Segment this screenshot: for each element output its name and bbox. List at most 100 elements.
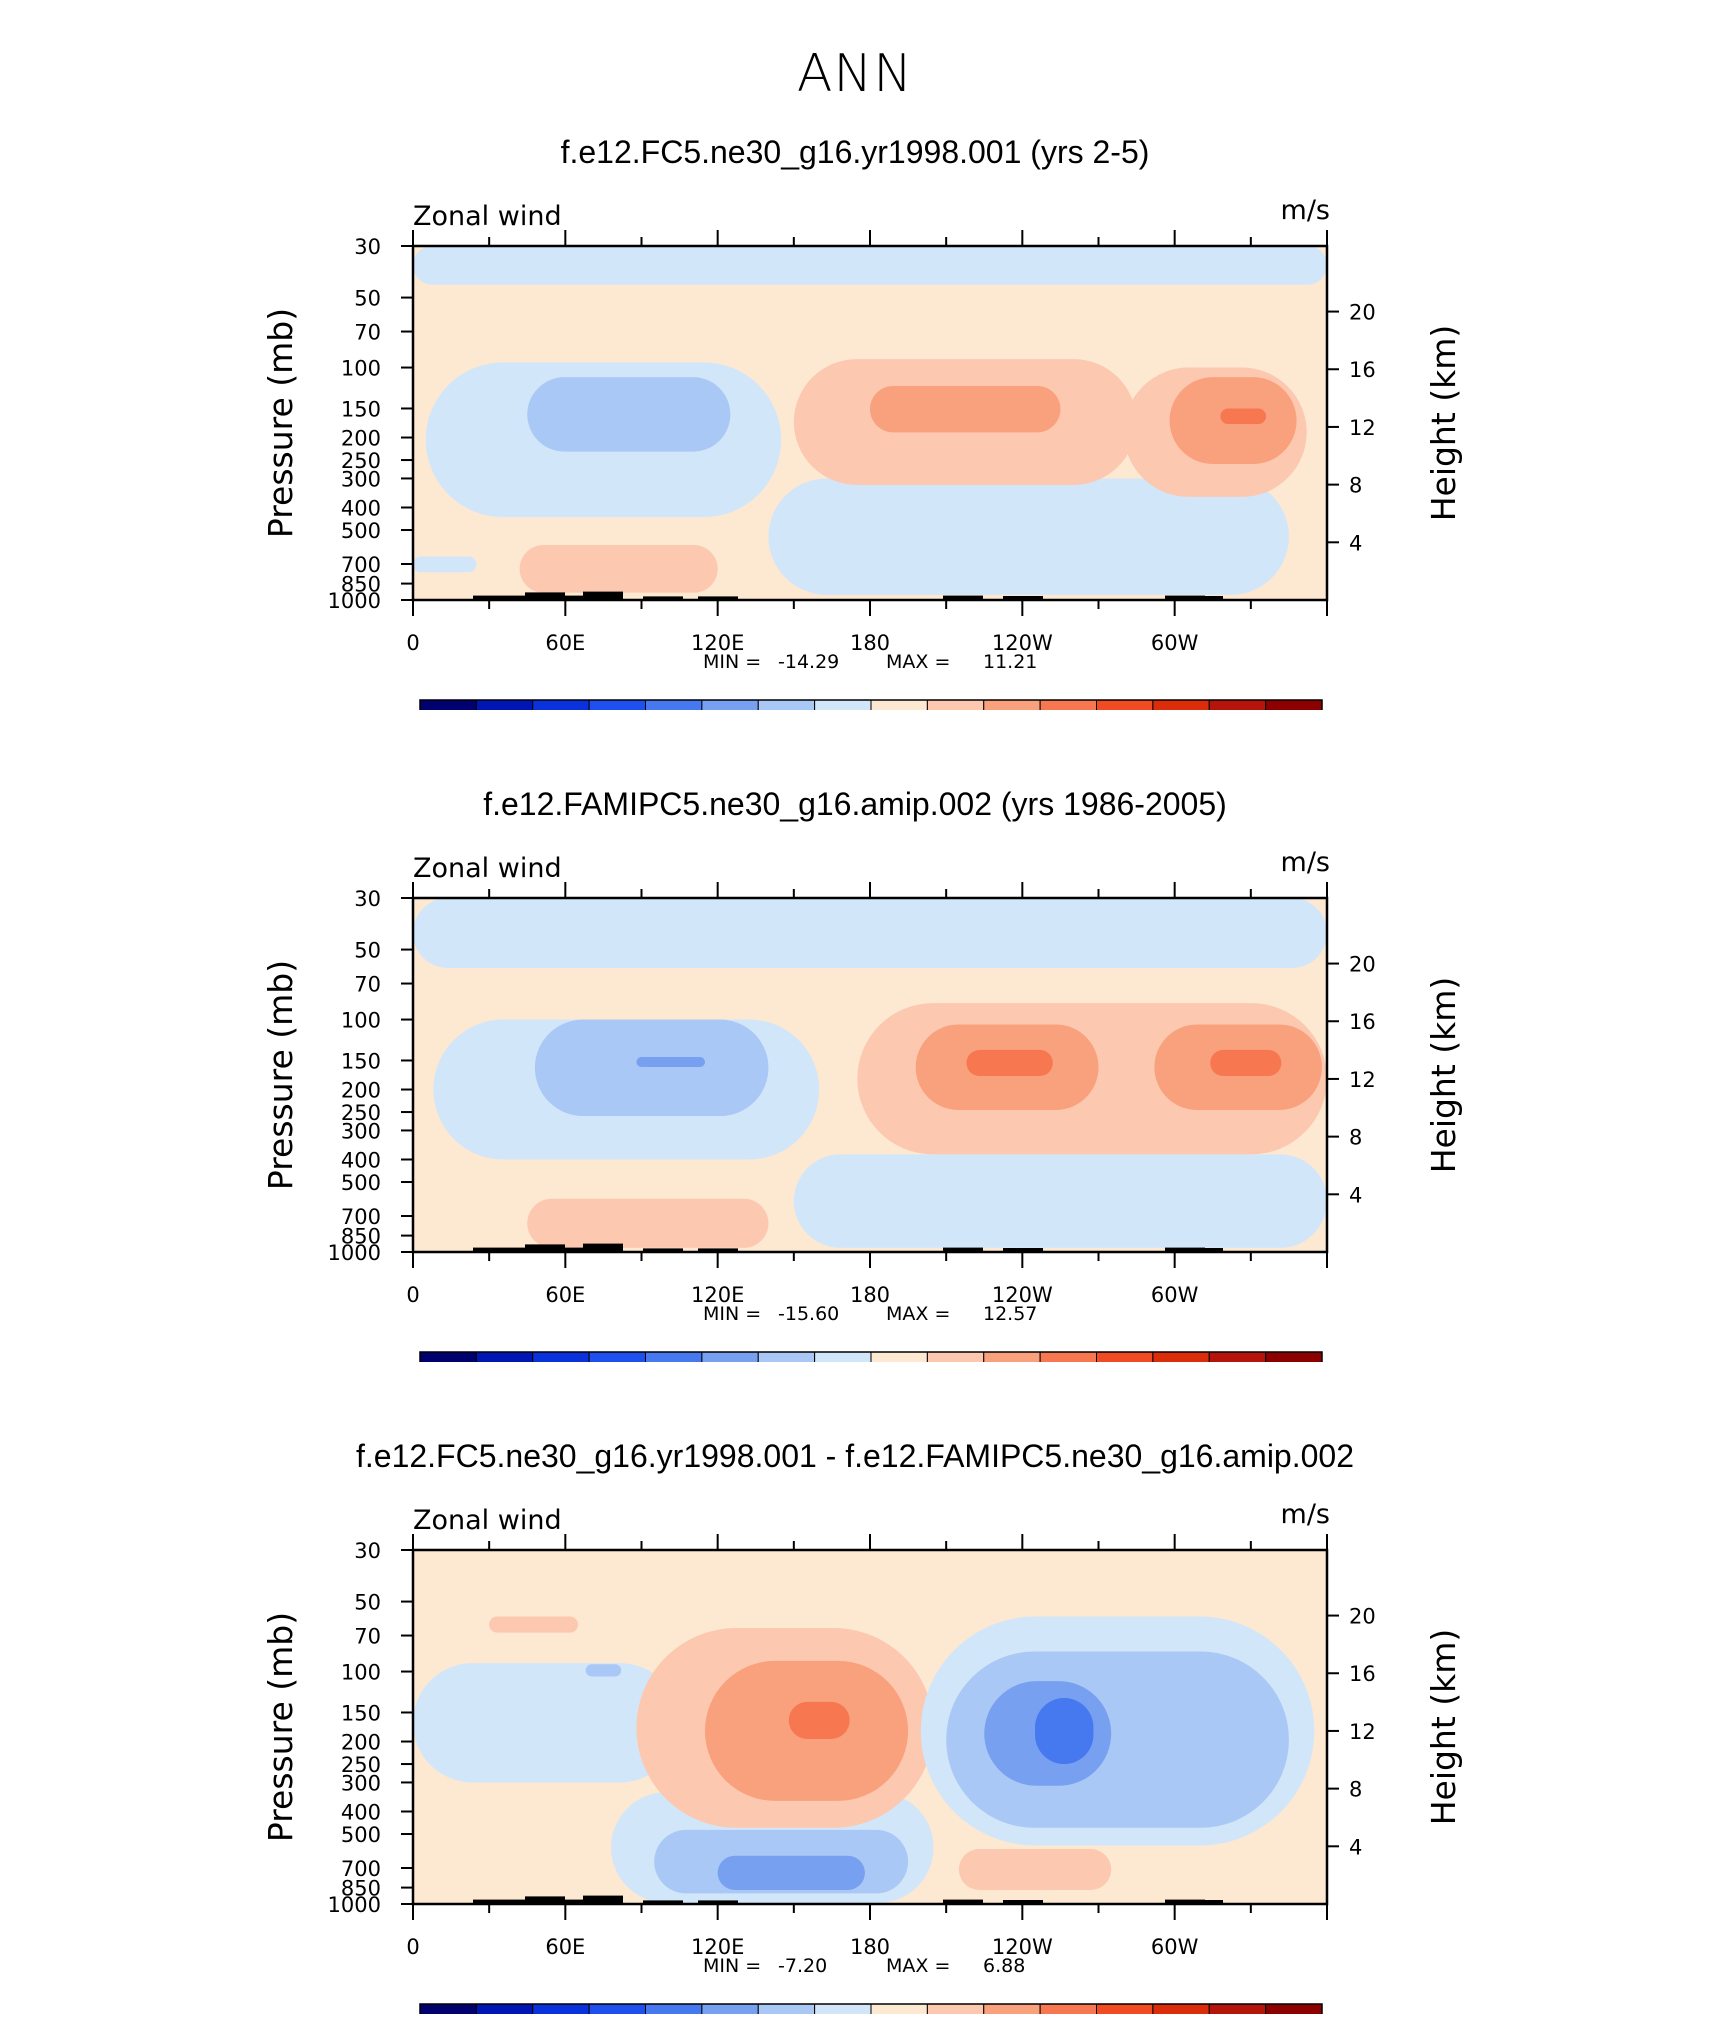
x-tick-label: 0	[406, 631, 419, 655]
contour-region	[793, 1154, 1327, 1248]
terrain-block	[1003, 1900, 1043, 1904]
contour-region	[585, 1664, 622, 1677]
contour-region	[966, 1049, 1053, 1077]
colorbar-swatch	[926, 1351, 985, 1362]
contour-region	[413, 556, 477, 573]
y-tick-label: 850	[341, 573, 381, 597]
x-tick-label: 120W	[992, 1283, 1053, 1307]
y2-tick-label: 4	[1349, 531, 1362, 555]
y-tick-label: 1000	[328, 1893, 381, 1917]
y-tick-label: 500	[341, 519, 381, 543]
contour-region	[958, 1849, 1112, 1890]
contour-region	[527, 1198, 769, 1248]
min-value: -15.60	[778, 1303, 839, 1325]
terrain-block	[473, 1899, 513, 1904]
y-tick-label: 200	[341, 427, 381, 451]
colorbar-swatch	[814, 2003, 872, 2014]
max-label: MAX =	[886, 651, 950, 673]
y-tick-label: 100	[341, 1661, 381, 1685]
colorbar-frame	[419, 1351, 1323, 1362]
x-tick-label: 60E	[545, 1283, 585, 1307]
y-tick-label: 300	[341, 1771, 381, 1795]
colorbar-swatch	[475, 2003, 534, 2014]
colorbar-swatch	[701, 1351, 759, 1362]
panel-title-2: f.e12.FAMIPC5.ne30_g16.amip.002 (yrs 198…	[483, 786, 1227, 822]
y-tick-label: 30	[354, 1539, 381, 1563]
min-label: MIN =	[703, 651, 761, 673]
colorbar-frame	[419, 2003, 1323, 2014]
y-tick-label: 700	[341, 1857, 381, 1881]
y-tick-label: 250	[341, 1101, 381, 1125]
terrain-block	[698, 1248, 738, 1252]
colorbar-swatch	[1265, 1351, 1323, 1362]
colorbar-swatch	[814, 699, 872, 710]
colorbar-swatch	[1152, 2003, 1210, 2014]
terrain-block	[1003, 596, 1043, 600]
colorbar-swatch	[588, 1351, 646, 1362]
y2-tick-label: 16	[1349, 358, 1376, 382]
x-tick-label: 120W	[992, 1935, 1053, 1959]
y-tick-label: 50	[354, 287, 381, 311]
colorbar-swatch	[1039, 699, 1097, 710]
terrain-block	[943, 1899, 983, 1904]
min-label: MIN =	[703, 1955, 761, 1977]
colorbar-swatch	[814, 1351, 872, 1362]
contour-region	[788, 1701, 850, 1739]
colorbar-swatch	[983, 2003, 1041, 2014]
terrain-block	[525, 1244, 565, 1252]
colorbar-swatch	[588, 699, 646, 710]
contour-region	[1220, 408, 1267, 425]
max-value: 12.57	[983, 1303, 1037, 1325]
colorbar-swatch	[1208, 699, 1267, 710]
contour-region	[636, 1057, 705, 1067]
y2-axis-label: Height (km)	[1424, 325, 1463, 522]
colorbar-swatch	[1096, 2003, 1154, 2014]
contour-region	[527, 377, 731, 452]
terrain-block	[583, 1243, 623, 1252]
colorbar-swatch	[757, 699, 816, 710]
colorbar-swatch	[1265, 699, 1323, 710]
x-tick-label: 60W	[1151, 631, 1199, 655]
y2-tick-label: 4	[1349, 1183, 1362, 1207]
x-tick-label: 120E	[691, 631, 744, 655]
colorbar-swatch	[475, 699, 534, 710]
y2-axis-label: Height (km)	[1424, 977, 1463, 1174]
colorbar-swatch	[757, 1351, 816, 1362]
colorbar-swatch	[757, 2003, 816, 2014]
y-tick-label: 500	[341, 1823, 381, 1847]
x-tick-label: 120E	[691, 1935, 744, 1959]
contour-region	[413, 246, 1327, 285]
terrain-block	[943, 1247, 983, 1252]
y-tick-label: 400	[341, 1800, 381, 1824]
contour-region	[768, 478, 1289, 595]
colorbar-swatch	[870, 2003, 928, 2014]
y-tick-label: 200	[341, 1731, 381, 1755]
y2-tick-label: 12	[1349, 416, 1376, 440]
colorbar-swatch	[419, 2003, 477, 2014]
y2-tick-label: 8	[1349, 474, 1362, 498]
variable-label: Zonal wind	[413, 1505, 562, 1536]
figure-title: ANN	[796, 44, 914, 104]
colorbar-swatch	[870, 1351, 928, 1362]
contour-fills	[413, 1616, 1315, 1903]
x-tick-label: 60W	[1151, 1935, 1199, 1959]
colorbar-swatch	[983, 699, 1041, 710]
y-tick-label: 1000	[328, 1241, 381, 1265]
y2-tick-label: 20	[1349, 1605, 1376, 1629]
colorbar-swatch	[1039, 1351, 1097, 1362]
contour-region	[534, 1019, 769, 1117]
colorbar-swatch	[926, 2003, 985, 2014]
max-label: MAX =	[886, 1955, 950, 1977]
contour-region	[413, 1663, 680, 1783]
y-tick-label: 70	[354, 973, 381, 997]
colorbar-swatch	[645, 2003, 703, 2014]
max-label: MAX =	[886, 1303, 950, 1325]
y2-tick-label: 20	[1349, 953, 1376, 977]
panel-title-1: f.e12.FC5.ne30_g16.yr1998.001 (yrs 2-5)	[560, 134, 1150, 170]
colorbar-swatch	[1039, 2003, 1097, 2014]
y2-tick-label: 4	[1349, 1835, 1362, 1859]
contour-region	[413, 898, 1327, 968]
terrain-block	[1183, 1248, 1223, 1252]
y-tick-label: 850	[341, 1877, 381, 1901]
